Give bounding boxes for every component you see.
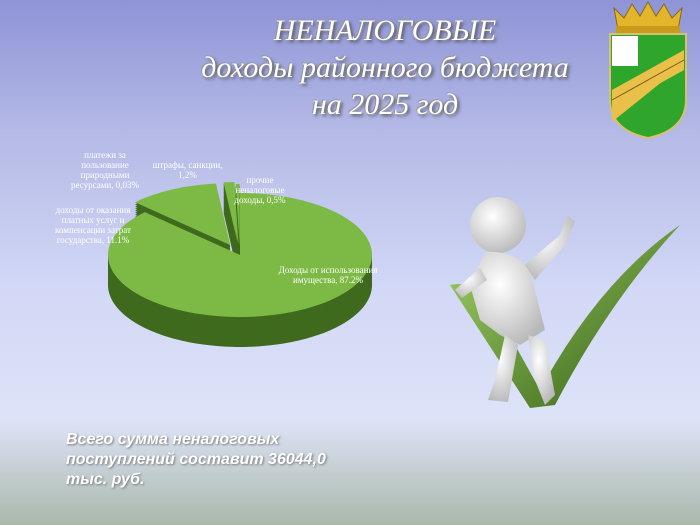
slice-resources-side — [223, 198, 238, 261]
slice-resources-side — [223, 194, 238, 257]
title-line-2: доходы районного бюджета — [201, 51, 569, 84]
slice-resources-side — [223, 186, 238, 249]
label-property: Доходы от использования имущества, 87.2% — [278, 265, 378, 285]
label-other: прочие неналоговые доходы, 0,5% — [234, 175, 286, 205]
slice-resources-side — [223, 200, 238, 263]
label-fines: штрафы, санкции, 1,2% — [152, 160, 223, 180]
slice-resources-side — [223, 204, 238, 267]
slice-resources-side — [223, 196, 238, 259]
slice-other — [235, 184, 240, 247]
slice-resources-side — [223, 192, 238, 255]
slide-title: НЕНАЛОГОВЫЕ доходы районного бюджета на … — [120, 12, 650, 123]
title-line-3: на 2025 год — [311, 88, 459, 121]
slice-resources — [223, 182, 238, 245]
label-services: доходы от оказания платных услуг и компе… — [55, 205, 131, 245]
crown-icon — [613, 0, 683, 34]
slice-resources-side — [223, 188, 238, 251]
slice-resources-side — [223, 202, 238, 265]
slice-resources-side — [223, 184, 238, 247]
label-resources: платежи за пользование природными ресурс… — [71, 150, 139, 190]
total-summary-text: Всего сумма неналоговых поступлений сост… — [66, 431, 326, 488]
slice-property — [108, 193, 373, 317]
slice-services — [135, 183, 231, 246]
title-line-1: НЕНАЛОГОВЫЕ — [273, 14, 497, 47]
slice-fines — [224, 182, 239, 245]
slice-resources-side — [223, 190, 238, 253]
